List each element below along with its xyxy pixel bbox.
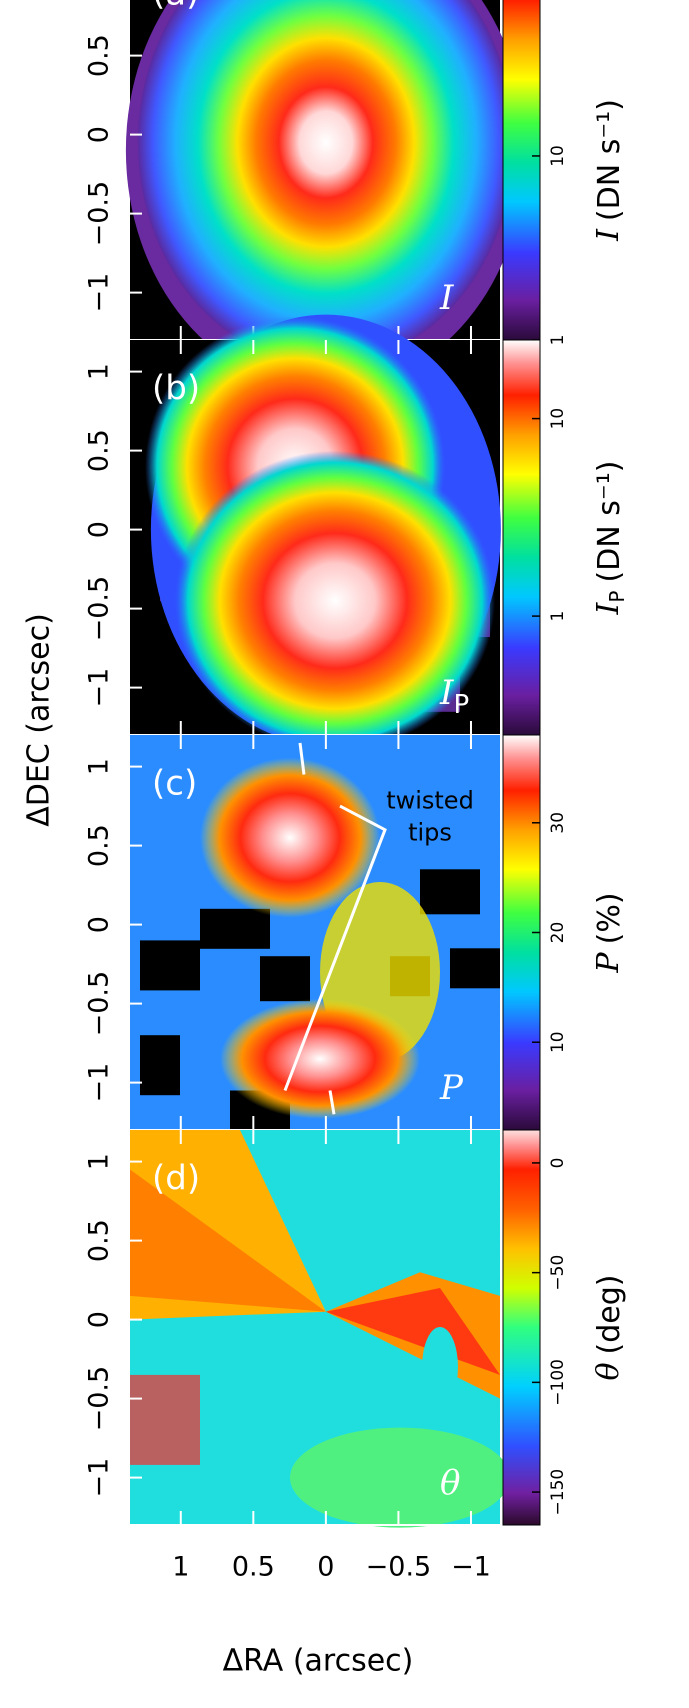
panel-label: (a) <box>152 0 199 14</box>
y-axis-label: ΔDEC (arcsec) <box>22 613 57 827</box>
lobe <box>175 450 495 751</box>
colorbar-title: IP (DN s⁻¹) <box>591 461 629 616</box>
y-tick-label: 1 <box>84 1153 115 1170</box>
x-axis-label: ΔRA (arcsec) <box>223 1644 414 1679</box>
y-tick-label: 0 <box>84 126 115 143</box>
y-tick-label: −1 <box>84 668 115 708</box>
y-tick-label: 1 <box>84 758 115 775</box>
colorbar-tick-label: −50 <box>548 1255 568 1291</box>
dark-patch <box>420 869 480 915</box>
colorbar-symbol: I <box>591 601 626 615</box>
colorbar-tick-label: −100 <box>548 1359 568 1406</box>
colorbar-tick-label: 20 <box>548 922 568 944</box>
annotation-symbol: I <box>439 673 454 713</box>
colorbar-tick-label: 1 <box>548 335 568 346</box>
y-tick-label: −0.5 <box>84 576 115 642</box>
y-tick-label: 0 <box>84 521 115 538</box>
nebula <box>137 0 514 365</box>
colorbar-tick-label: 0 <box>548 1158 568 1169</box>
colorbar <box>502 0 541 341</box>
panel-annotation: IP <box>439 673 469 720</box>
panel-annotation: θ <box>440 1463 460 1503</box>
dark-patch <box>200 908 270 949</box>
callout-text: twisted <box>386 786 474 814</box>
callout-text: tips <box>408 818 452 846</box>
y-tick-label: −0.5 <box>84 971 115 1037</box>
y-tick-label: 0.5 <box>84 34 115 77</box>
colorbar-tick-label: 30 <box>548 812 568 834</box>
y-tick-label: 1 <box>84 363 115 380</box>
dark-patch <box>260 956 310 1002</box>
panel <box>130 1130 510 1528</box>
panel-annotation: P <box>439 1068 464 1108</box>
tip-mark <box>298 742 306 775</box>
colorbar-tick-label: 10 <box>548 1031 568 1053</box>
annotation-symbol: P <box>439 1068 464 1108</box>
y-tick-label: −1 <box>84 1063 115 1103</box>
annotation-symbol: I <box>439 278 454 318</box>
panel-annotation: I <box>439 278 454 318</box>
colorbar-unit: (deg) <box>592 1274 627 1354</box>
y-tick-label: −1 <box>84 273 115 313</box>
annotation-sub: P <box>453 690 469 720</box>
x-tick-label: 0 <box>317 1552 334 1583</box>
panel-label: (b) <box>152 369 200 409</box>
cyan-spot <box>422 1327 458 1407</box>
colorbar-tick-label: −150 <box>548 1469 568 1516</box>
x-tick-label: 0.5 <box>232 1552 275 1583</box>
panel-label: (c) <box>152 764 197 804</box>
y-tick-label: 0.5 <box>84 429 115 472</box>
panel <box>130 314 501 751</box>
annotation-symbol: θ <box>440 1463 460 1503</box>
colorbar-title: P (%) <box>591 892 627 973</box>
y-tick-label: 0.5 <box>84 1219 115 1262</box>
y-tick-label: −1 <box>84 1458 115 1498</box>
colorbar-unit: (%) <box>592 892 627 944</box>
colorbar-tick-label: 1 <box>548 611 568 622</box>
y-tick-label: 0.5 <box>84 824 115 867</box>
y-tick-label: 0 <box>84 916 115 933</box>
colorbar-tick-label: 10 <box>548 145 568 167</box>
colorbar-symbol: I <box>591 228 626 242</box>
dark-patch <box>450 948 500 989</box>
x-tick-label: 1 <box>172 1552 189 1583</box>
noisy-edge <box>130 1374 200 1465</box>
colorbar <box>502 1129 541 1526</box>
y-tick-label: −0.5 <box>84 181 115 247</box>
colorbar-tick-label: 10 <box>548 408 568 430</box>
y-tick-label: −0.5 <box>84 1366 115 1432</box>
lobe <box>200 757 380 918</box>
colorbar-symbol: P <box>591 952 626 974</box>
panel <box>125 0 526 391</box>
colorbar <box>502 339 541 736</box>
x-tick-label: −1 <box>451 1552 491 1583</box>
colorbar-symbol: θ <box>591 1362 626 1380</box>
green-region <box>290 1427 510 1528</box>
dark-patch <box>140 940 200 991</box>
dark-patch <box>140 1035 180 1096</box>
lobe <box>220 998 420 1119</box>
colorbar-title: θ (deg) <box>591 1274 627 1380</box>
callout-line <box>283 804 387 1092</box>
y-tick-label: 0 <box>84 1311 115 1328</box>
x-tick-label: −0.5 <box>366 1552 432 1583</box>
colorbar-unit: (DN s⁻¹) <box>592 461 627 583</box>
tip-mark <box>328 1090 336 1115</box>
colorbar-title: I (DN s⁻¹) <box>591 99 627 242</box>
colorbar-unit: (DN s⁻¹) <box>592 99 627 221</box>
panel <box>130 735 500 1131</box>
colorbar-sub: P <box>605 591 629 603</box>
wedge <box>130 1169 326 1312</box>
panel-label: (d) <box>152 1159 200 1199</box>
